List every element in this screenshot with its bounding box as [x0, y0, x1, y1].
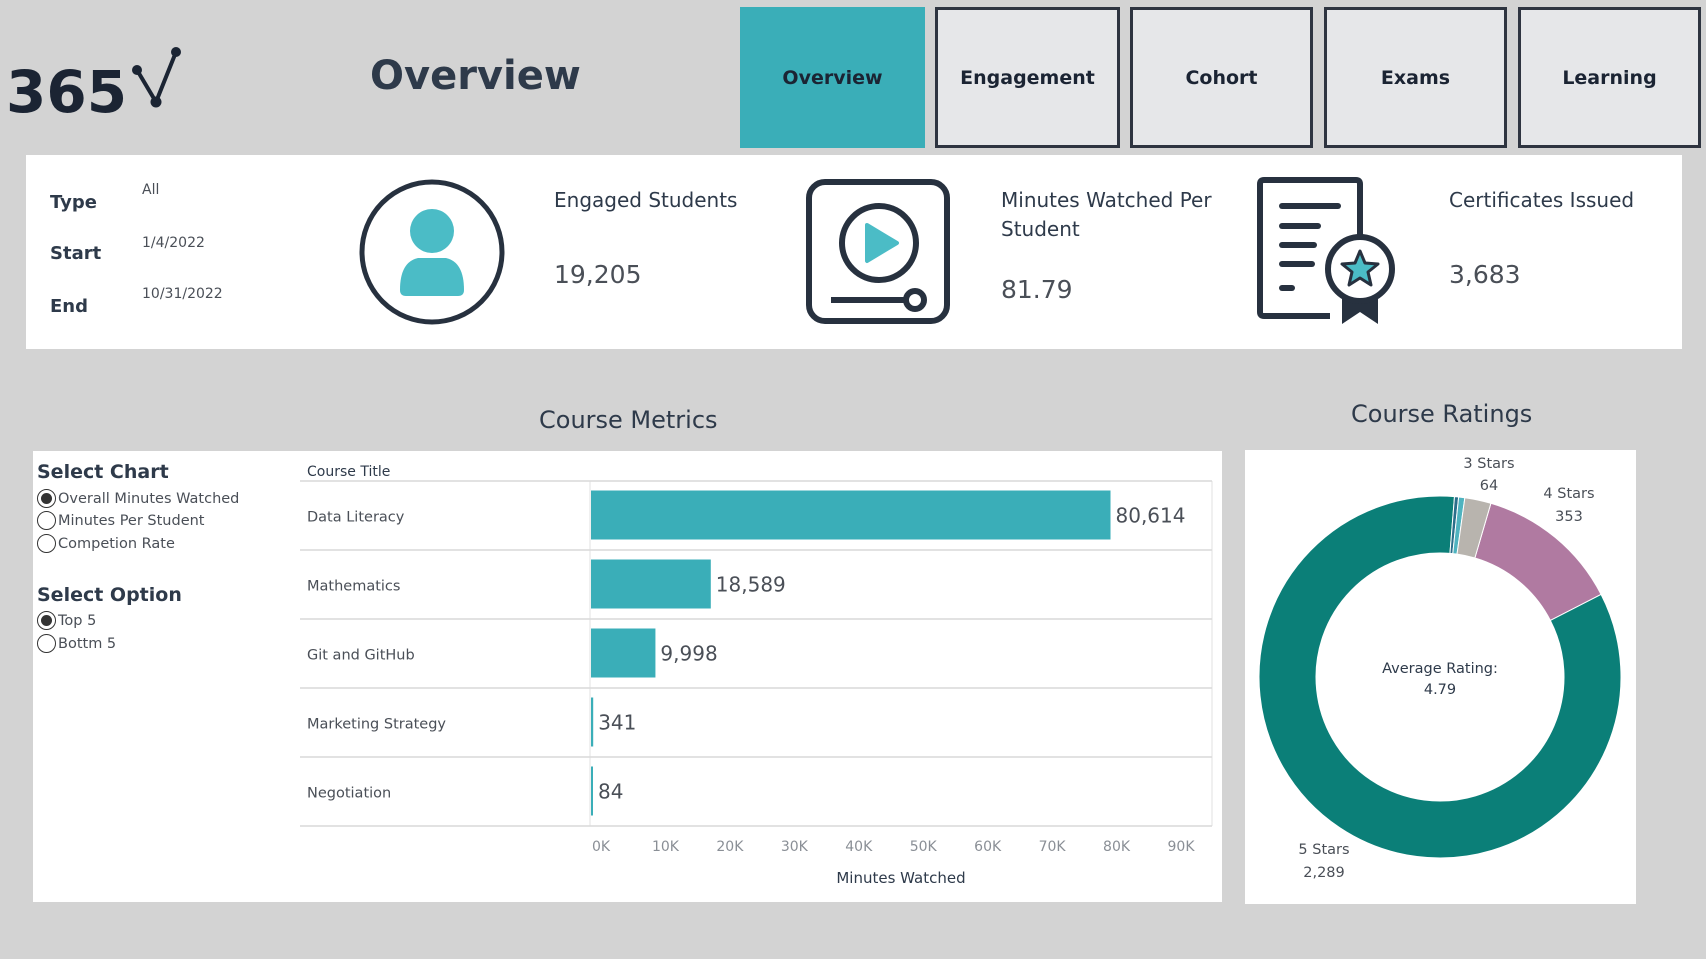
kpi-panel — [26, 155, 1682, 349]
average-rating-label: Average Rating: — [1382, 661, 1498, 677]
slice-label: 3 Stars — [1463, 456, 1514, 472]
radio-button[interactable] — [37, 511, 56, 530]
logo: 365 — [6, 47, 181, 120]
bar-value-label: 341 — [598, 711, 636, 735]
bar-value-label: 18,589 — [716, 573, 786, 597]
tab-cohort[interactable]: Cohort — [1130, 7, 1313, 148]
slice-label: 5 Stars — [1298, 842, 1349, 858]
donut-slice[interactable] — [1258, 495, 1622, 859]
filter-start-label: Start — [50, 243, 102, 264]
bar[interactable] — [591, 766, 593, 816]
radio-label: Competion Rate — [58, 535, 175, 552]
radio-bottom-5[interactable]: Bottm 5 — [37, 634, 116, 653]
radio-label: Minutes Per Student — [58, 512, 205, 529]
radio-label: Top 5 — [58, 612, 97, 629]
category-label: Data Literacy — [307, 510, 405, 526]
bar-value-label: 84 — [598, 780, 623, 804]
x-tick-label: 80K — [1103, 839, 1131, 855]
x-tick-label: 0K — [592, 839, 611, 855]
tab-exams[interactable]: Exams — [1324, 7, 1507, 148]
bar-value-label: 9,998 — [660, 642, 717, 666]
radio-button[interactable] — [37, 489, 56, 508]
radio-label: Bottm 5 — [58, 635, 117, 652]
select-chart-title: Select Chart — [37, 461, 169, 483]
tab-engagement[interactable]: Engagement — [935, 7, 1120, 148]
x-tick-label: 10K — [652, 839, 680, 855]
engaged-students-title: Engaged Students — [554, 188, 738, 212]
radio-button[interactable] — [37, 534, 56, 553]
x-tick-label: 60K — [974, 839, 1002, 855]
page-title: Overview — [370, 53, 581, 99]
minutes-watched-title: Minutes Watched Per Student — [1001, 186, 1212, 244]
user-icon — [359, 179, 505, 325]
minutes-watched-title-line1: Minutes Watched Per — [1001, 188, 1212, 212]
radio-minutes-per-student[interactable]: Minutes Per Student — [37, 511, 205, 530]
category-label: Marketing Strategy — [307, 717, 446, 733]
category-label: Git and GitHub — [307, 648, 415, 664]
minutes-watched-title-line2: Student — [1001, 217, 1080, 241]
tab-overview[interactable]: Overview — [740, 7, 925, 148]
radio-label: Overall Minutes Watched — [58, 490, 240, 507]
slice-value-label: 64 — [1480, 478, 1498, 494]
logo-text: 365 — [6, 58, 127, 120]
radio-top-5[interactable]: Top 5 — [37, 611, 96, 630]
donut-slice[interactable] — [1456, 497, 1492, 559]
category-label: Mathematics — [307, 579, 400, 595]
radio-completion-rate[interactable]: Competion Rate — [37, 534, 175, 553]
check-graph-icon — [132, 47, 181, 108]
bar[interactable] — [591, 628, 656, 678]
category-header: Course Title — [307, 464, 390, 480]
bar[interactable] — [591, 559, 711, 609]
certificates-value: 3,683 — [1449, 260, 1521, 289]
engaged-students-value: 19,205 — [554, 260, 642, 289]
x-tick-label: 40K — [845, 839, 873, 855]
x-tick-label: 30K — [781, 839, 809, 855]
select-option-title: Select Option — [37, 584, 182, 606]
filter-end-label: End — [50, 296, 88, 317]
average-rating-value: 4.79 — [1424, 682, 1456, 698]
filter-type-value[interactable]: All — [142, 182, 160, 198]
slice-value-label: 2,289 — [1303, 865, 1345, 881]
radio-overall-minutes[interactable]: Overall Minutes Watched — [37, 489, 239, 508]
slice-label: 4 Stars — [1543, 486, 1594, 502]
filter-type-label: Type — [50, 192, 97, 213]
x-tick-label: 90K — [1168, 839, 1196, 855]
x-tick-label: 50K — [910, 839, 938, 855]
x-tick-label: 20K — [716, 839, 744, 855]
filter-start-value[interactable]: 1/4/2022 — [142, 235, 205, 251]
radio-button[interactable] — [37, 634, 56, 653]
course-ratings-title: Course Ratings — [1351, 400, 1533, 428]
x-axis-title: Minutes Watched — [836, 869, 965, 887]
slice-value-label: 353 — [1555, 509, 1583, 525]
minutes-watched-value: 81.79 — [1001, 275, 1073, 304]
certificate-icon — [1257, 177, 1395, 324]
category-label: Negotiation — [307, 786, 391, 802]
bar[interactable] — [591, 697, 594, 747]
certificates-title: Certificates Issued — [1449, 188, 1635, 212]
x-tick-label: 70K — [1039, 839, 1067, 855]
filter-end-value[interactable]: 10/31/2022 — [142, 286, 223, 302]
tab-learning[interactable]: Learning — [1518, 7, 1701, 148]
video-play-icon — [806, 179, 950, 324]
bar-value-label: 80,614 — [1116, 504, 1186, 528]
course-metrics-title: Course Metrics — [539, 406, 718, 434]
radio-button[interactable] — [37, 611, 56, 630]
bar[interactable] — [591, 490, 1111, 540]
